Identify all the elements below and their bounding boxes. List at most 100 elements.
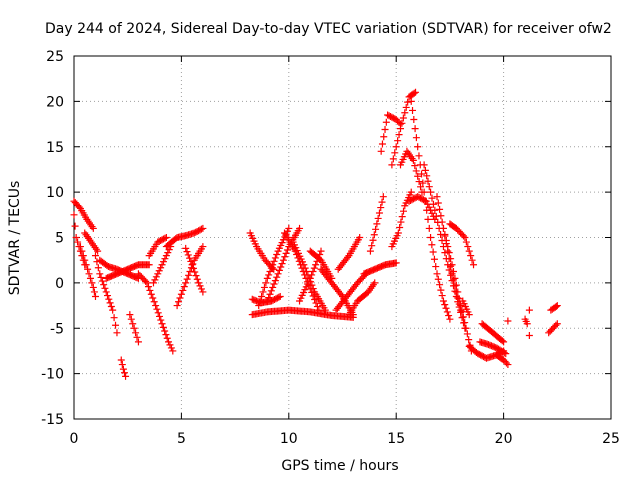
data-point xyxy=(455,295,463,303)
y-tick-label: 20 xyxy=(46,94,64,110)
data-point xyxy=(434,199,442,207)
data-point xyxy=(449,276,457,284)
data-point xyxy=(199,243,207,251)
data-point xyxy=(113,329,121,337)
data-point xyxy=(79,252,87,260)
data-point xyxy=(446,315,454,323)
data-point xyxy=(154,309,162,317)
data-point xyxy=(462,324,470,332)
data-point xyxy=(308,281,316,289)
data-point xyxy=(106,299,114,307)
data-point xyxy=(163,334,171,342)
data-point xyxy=(276,292,284,300)
data-point xyxy=(468,256,476,264)
data-point xyxy=(267,287,275,295)
data-point xyxy=(303,268,311,276)
data-point xyxy=(78,247,86,255)
data-point xyxy=(282,249,290,257)
data-point xyxy=(500,349,508,357)
data-point xyxy=(146,286,154,294)
chart-title: Day 244 of 2024, Sidereal Day-to-day VTE… xyxy=(45,21,612,37)
data-point xyxy=(378,140,386,148)
data-point xyxy=(432,263,440,271)
data-point xyxy=(274,270,282,278)
data-point xyxy=(109,306,117,314)
data-point xyxy=(182,244,190,252)
data-point xyxy=(419,179,427,187)
data-point xyxy=(278,260,286,268)
data-point xyxy=(470,261,478,269)
y-tick-label: 10 xyxy=(46,185,64,201)
data-point xyxy=(75,203,83,211)
data-point xyxy=(504,361,512,369)
data-point xyxy=(442,304,450,312)
data-point xyxy=(265,271,273,279)
data-point xyxy=(88,279,96,287)
data-point xyxy=(275,266,283,274)
data-point xyxy=(271,254,279,262)
data-point xyxy=(441,301,449,309)
data-point xyxy=(422,197,430,205)
data-point xyxy=(366,247,374,255)
data-point xyxy=(269,261,277,269)
data-point xyxy=(438,218,446,226)
data-point xyxy=(447,262,455,270)
data-point xyxy=(132,329,140,337)
data-point xyxy=(448,261,456,269)
data-point xyxy=(133,333,141,341)
data-point xyxy=(411,125,419,133)
axis-ticks xyxy=(73,55,612,420)
data-point xyxy=(165,338,173,346)
data-point xyxy=(553,302,561,310)
data-point xyxy=(110,314,118,322)
data-point xyxy=(394,229,402,237)
data-point xyxy=(412,167,420,175)
data-point xyxy=(187,257,195,265)
data-point xyxy=(437,286,445,294)
data-point xyxy=(425,224,433,232)
data-point xyxy=(375,209,383,217)
data-point xyxy=(158,261,166,269)
data-point xyxy=(177,290,185,298)
data-point xyxy=(458,307,466,315)
data-point xyxy=(423,172,431,180)
data-point xyxy=(368,242,376,250)
data-point xyxy=(160,258,167,266)
data-point xyxy=(315,306,323,314)
data-point xyxy=(498,337,506,345)
data-point xyxy=(100,281,108,289)
data-point xyxy=(381,126,389,134)
data-point xyxy=(94,264,102,272)
data-point xyxy=(89,224,97,232)
data-point xyxy=(369,236,377,244)
data-point xyxy=(398,213,406,221)
data-point xyxy=(372,225,380,233)
data-point xyxy=(444,243,452,251)
data-point xyxy=(428,241,436,249)
data-point xyxy=(145,261,153,269)
data-point xyxy=(129,320,137,328)
y-tick-label: -10 xyxy=(41,367,64,383)
data-point xyxy=(277,263,285,271)
data-point xyxy=(447,255,455,263)
data-point xyxy=(262,279,270,287)
data-point xyxy=(439,297,447,305)
data-point xyxy=(378,198,386,206)
data-point xyxy=(433,270,441,278)
data-point xyxy=(394,137,402,145)
data-point xyxy=(421,196,429,204)
data-point xyxy=(162,331,170,339)
data-point xyxy=(500,338,508,346)
data-point xyxy=(458,314,466,322)
data-point xyxy=(373,220,381,228)
data-point xyxy=(260,283,268,291)
data-point xyxy=(96,270,104,278)
data-point xyxy=(258,292,266,300)
data-point xyxy=(370,231,378,239)
data-point xyxy=(396,125,404,133)
data-point xyxy=(94,247,102,255)
data-point xyxy=(169,347,177,355)
data-point xyxy=(166,341,174,349)
data-point xyxy=(411,162,419,170)
data-point xyxy=(410,116,418,124)
